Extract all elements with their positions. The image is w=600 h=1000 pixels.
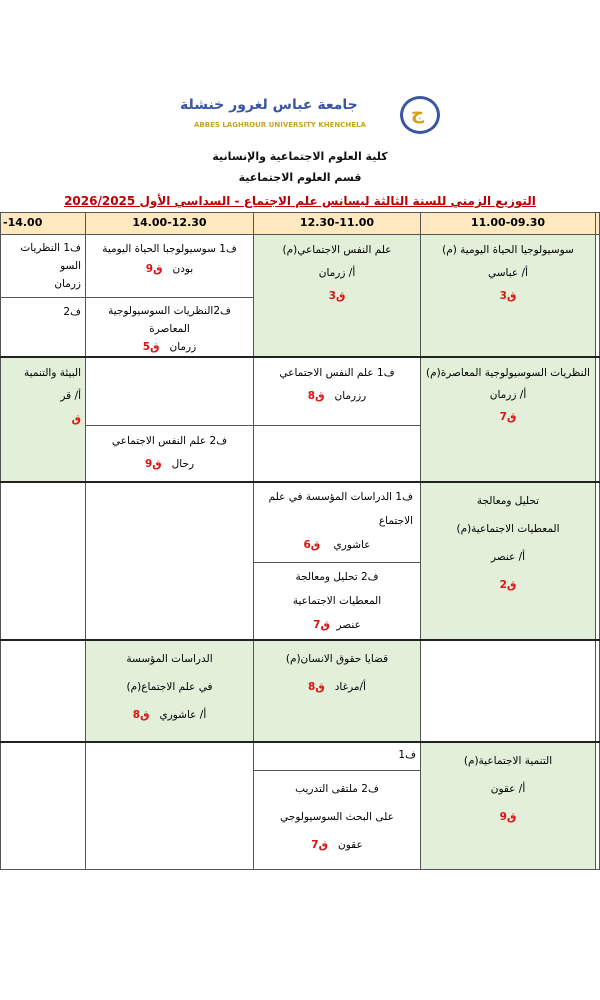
teacher: عاشوري — [333, 539, 371, 551]
room: ق2 — [499, 579, 517, 591]
slot-r2-c3-g1 — [85, 357, 254, 426]
room: ق8 — [307, 390, 325, 402]
faculty-name: كلية العلوم الاجتماعية والإنسانية — [212, 150, 388, 163]
course: ف2 علم النفس الاجتماعي — [111, 435, 228, 447]
room: ق3 — [499, 290, 517, 302]
course-cont: المعطيات الاجتماعية(م) — [456, 523, 560, 535]
teacher: عنصر — [336, 619, 361, 631]
teacher: عقون — [338, 839, 363, 851]
course-cont: الاجتماع — [378, 515, 413, 527]
edge-column — [595, 234, 600, 870]
course: ف1 علم النفس الاجتماعي — [279, 367, 395, 379]
slot-r3-c2-g1: ف1 الدراسات المؤسسة في علم الاجتماع عاشوري… — [253, 482, 421, 563]
department-name: قسم العلوم الاجتماعية — [238, 171, 362, 184]
university-emblem-icon: ج — [400, 96, 440, 134]
row-divider — [0, 639, 600, 641]
room: ق6 — [303, 539, 321, 551]
slot-r5-c2-g2: ف2 ملتقى التدريب على البحث السوسيولوجي عقو… — [253, 770, 421, 870]
slot-r2-c2-g1: ف1 علم النفس الاجتماعي رزرمان ق8 — [253, 357, 421, 426]
slot-r4-c4 — [0, 640, 86, 743]
university-name-ar: جامعة عباس لغرور خنشلة — [180, 97, 358, 113]
slot-r1-c1: سوسيولوجيا الحياة اليومية (م) أ/ عباسي ق3 — [420, 234, 596, 358]
page-title: التوزيع الزمني للسنة الثالثة ليسانس علم … — [64, 194, 536, 208]
teacher: بودن — [172, 263, 194, 275]
col-header-1: 11.00-09.30 — [420, 212, 596, 235]
row-divider — [0, 741, 600, 743]
teacher: رحال — [171, 458, 195, 470]
row-divider — [0, 481, 600, 483]
course: ف2 — [63, 306, 81, 318]
teacher: أ/ عقون — [490, 783, 526, 795]
room: ق9 — [499, 811, 517, 823]
room: ق9 — [145, 263, 163, 275]
course: النظريات السوسيولوجية المعاصرة(م) — [426, 367, 590, 379]
teacher: أ/ عباسي — [488, 267, 528, 279]
slot-r1-c3-g2: ف2النظريات السوسيولوجية المعاصرة زرمان ق5 — [85, 297, 254, 358]
course: ف2 تحليل ومعالجة — [295, 571, 379, 583]
course: البيئة والتنمية — [24, 367, 81, 379]
course-cont: المعطيات الاجتماعية — [292, 595, 382, 607]
slot-r1-c2: علم النفس الاجتماعي(م) أ/ زرمان ق3 — [253, 234, 421, 358]
course: ف2 ملتقى التدريب — [295, 783, 379, 795]
course: تحليل ومعالجة — [476, 495, 540, 507]
row-divider — [0, 356, 600, 358]
teacher: زرمان — [169, 341, 197, 353]
course: ف2النظريات السوسيولوجية المعاصرة — [108, 305, 231, 335]
room: ق7 — [499, 411, 517, 423]
slot-r1-c4-g1: ف1 النظريات السو زرمان — [0, 234, 86, 298]
room: ق — [71, 413, 81, 425]
col-header-2: 12.30-11.00 — [253, 212, 421, 235]
course: ف1 — [398, 749, 416, 761]
room: ق5 — [142, 341, 160, 353]
course-cont: في علم الاجتماع(م) — [126, 681, 213, 693]
teacher: أ/مرغاد — [334, 681, 366, 693]
teacher: أ/ قر — [60, 390, 81, 402]
slot-r2-c1: النظريات السوسيولوجية المعاصرة(م) أ/ زرما… — [420, 357, 596, 483]
slot-r1-c3-g1: ف1 سوسيولوجبا الحياة اليومية بودن ق9 — [85, 234, 254, 298]
teacher: أ/ زرمان — [318, 267, 356, 279]
room: ق7 — [313, 619, 330, 631]
course: ف1 الدراسات المؤسسة في علم — [268, 491, 413, 503]
slot-r3-c4 — [0, 482, 86, 641]
slot-r5-c2-g1: ف1 — [253, 742, 421, 771]
col-header-3: 14.00-12.30 — [85, 212, 254, 235]
slot-r2-c4: البيئة والتنمية أ/ قر ق — [0, 357, 86, 483]
slot-r3-c3 — [85, 482, 254, 641]
slot-r3-c1: تحليل ومعالجة المعطيات الاجتماعية(م) أ/ عن… — [420, 482, 596, 641]
slot-r5-c1: التنمية الاجتماعية(م) أ/ عقون ق9 — [420, 742, 596, 870]
slot-r5-c3 — [85, 742, 254, 870]
room: ق8 — [132, 709, 150, 721]
slot-r5-c4 — [0, 742, 86, 870]
teacher: أ/ عنصر — [490, 551, 526, 563]
teacher: رزرمان — [334, 390, 367, 402]
slot-r4-c2: قضايا حقوق الانسان(م) أ/مرغاد ق8 — [253, 640, 421, 743]
slot-r2-c3-g2: ف2 علم النفس الاجتماعي رحال ق9 — [85, 425, 254, 483]
room: ق7 — [311, 839, 328, 851]
col-header-4: -14.00 — [0, 212, 86, 235]
teacher: زرمان — [54, 278, 81, 290]
course: قضايا حقوق الانسان(م) — [285, 653, 389, 665]
course: ف1 النظريات السو — [20, 242, 81, 272]
course: الدراسات المؤسسة — [126, 653, 213, 665]
slot-r4-c1 — [420, 640, 596, 743]
slot-r3-c2-g2: ف2 تحليل ومعالجة المعطيات الاجتماعية عنصر … — [253, 562, 421, 641]
room: ق3 — [328, 290, 346, 302]
room: ق9 — [144, 458, 162, 470]
course: علم النفس الاجتماعي(م) — [282, 244, 392, 256]
slot-r2-c2-g2 — [253, 425, 421, 483]
slot-r1-c4-g2: ف2 — [0, 297, 86, 358]
course: سوسيولوجيا الحياة اليومية (م) — [442, 244, 574, 256]
col-header-edge — [595, 212, 600, 235]
teacher: أ/ زرمان — [489, 389, 527, 401]
teacher: أ/ عاشوري — [159, 709, 207, 721]
course: ف1 سوسيولوجبا الحياة اليومية — [102, 243, 237, 255]
room: ق8 — [308, 681, 325, 693]
course-cont: على البحث السوسيولوجي — [280, 811, 394, 823]
course: التنمية الاجتماعية(م) — [463, 755, 553, 767]
university-name-en: ABBES LAGHROUR UNIVERSITY KHENCHELA — [194, 121, 366, 129]
slot-r4-c3: الدراسات المؤسسة في علم الاجتماع(م) أ/ عاش… — [85, 640, 254, 743]
